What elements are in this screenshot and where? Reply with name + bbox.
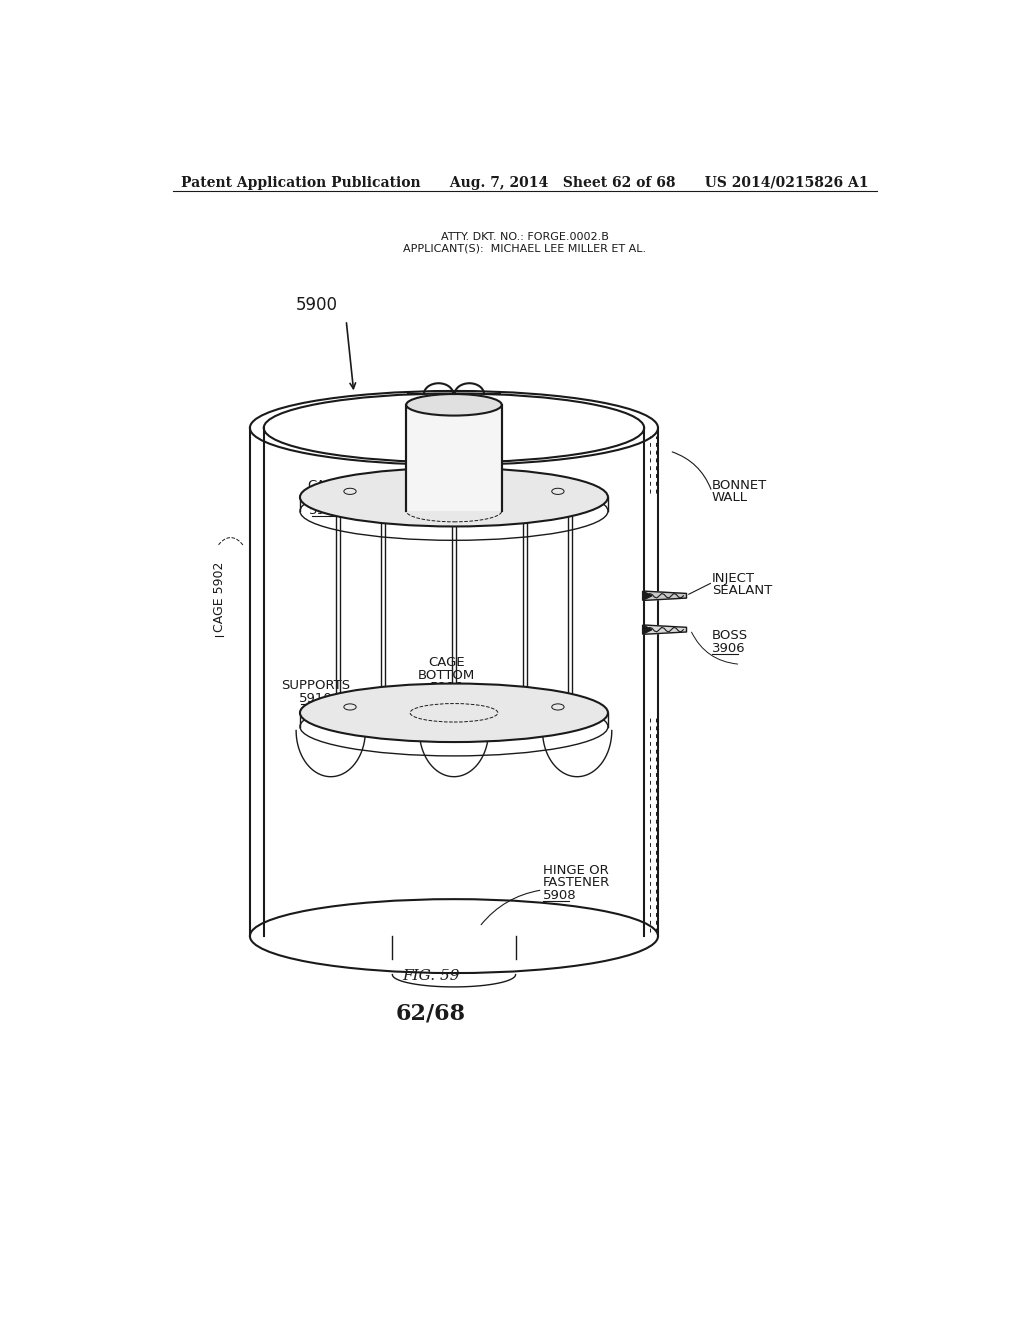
Text: BOSS: BOSS: [712, 630, 749, 643]
Text: CAGE: CAGE: [307, 479, 344, 492]
Text: CAGE: CAGE: [428, 656, 465, 669]
Text: SUPPORTS: SUPPORTS: [281, 680, 350, 693]
Polygon shape: [643, 626, 652, 635]
Text: 5912: 5912: [437, 441, 471, 454]
Polygon shape: [644, 626, 686, 635]
Text: 62/68: 62/68: [396, 1002, 466, 1024]
Text: 5908: 5908: [543, 888, 577, 902]
Text: VALVE STEM: VALVE STEM: [414, 429, 495, 442]
Ellipse shape: [300, 684, 608, 742]
Text: Patent Application Publication      Aug. 7, 2014   Sheet 62 of 68      US 2014/0: Patent Application Publication Aug. 7, 2…: [181, 176, 868, 190]
Text: 5904: 5904: [308, 504, 342, 517]
Text: BOTTOM: BOTTOM: [418, 668, 475, 681]
Text: SEALANT: SEALANT: [712, 583, 772, 597]
Text: 5910: 5910: [298, 692, 332, 705]
Text: 5900: 5900: [296, 296, 338, 314]
Text: INJECT: INJECT: [712, 572, 755, 585]
Polygon shape: [644, 591, 686, 601]
Text: BONNET: BONNET: [712, 479, 767, 492]
Text: ATTY. DKT. NO.: FORGE.0002.B: ATTY. DKT. NO.: FORGE.0002.B: [441, 232, 608, 242]
Text: HINGE OR: HINGE OR: [543, 865, 608, 878]
Ellipse shape: [407, 395, 502, 416]
Text: FIG. 59: FIG. 59: [402, 969, 460, 983]
Text: 5906: 5906: [429, 681, 463, 694]
Text: FASTENER: FASTENER: [543, 876, 609, 890]
Text: APPLICANT(S):  MICHAEL LEE MILLER ET AL.: APPLICANT(S): MICHAEL LEE MILLER ET AL.: [403, 243, 646, 253]
Text: TOP: TOP: [312, 491, 339, 504]
FancyBboxPatch shape: [407, 405, 502, 511]
Text: CAGE 5902: CAGE 5902: [213, 562, 225, 632]
Polygon shape: [643, 591, 652, 601]
Text: 3906: 3906: [712, 642, 745, 655]
Ellipse shape: [300, 469, 608, 527]
Text: WALL: WALL: [712, 491, 748, 504]
